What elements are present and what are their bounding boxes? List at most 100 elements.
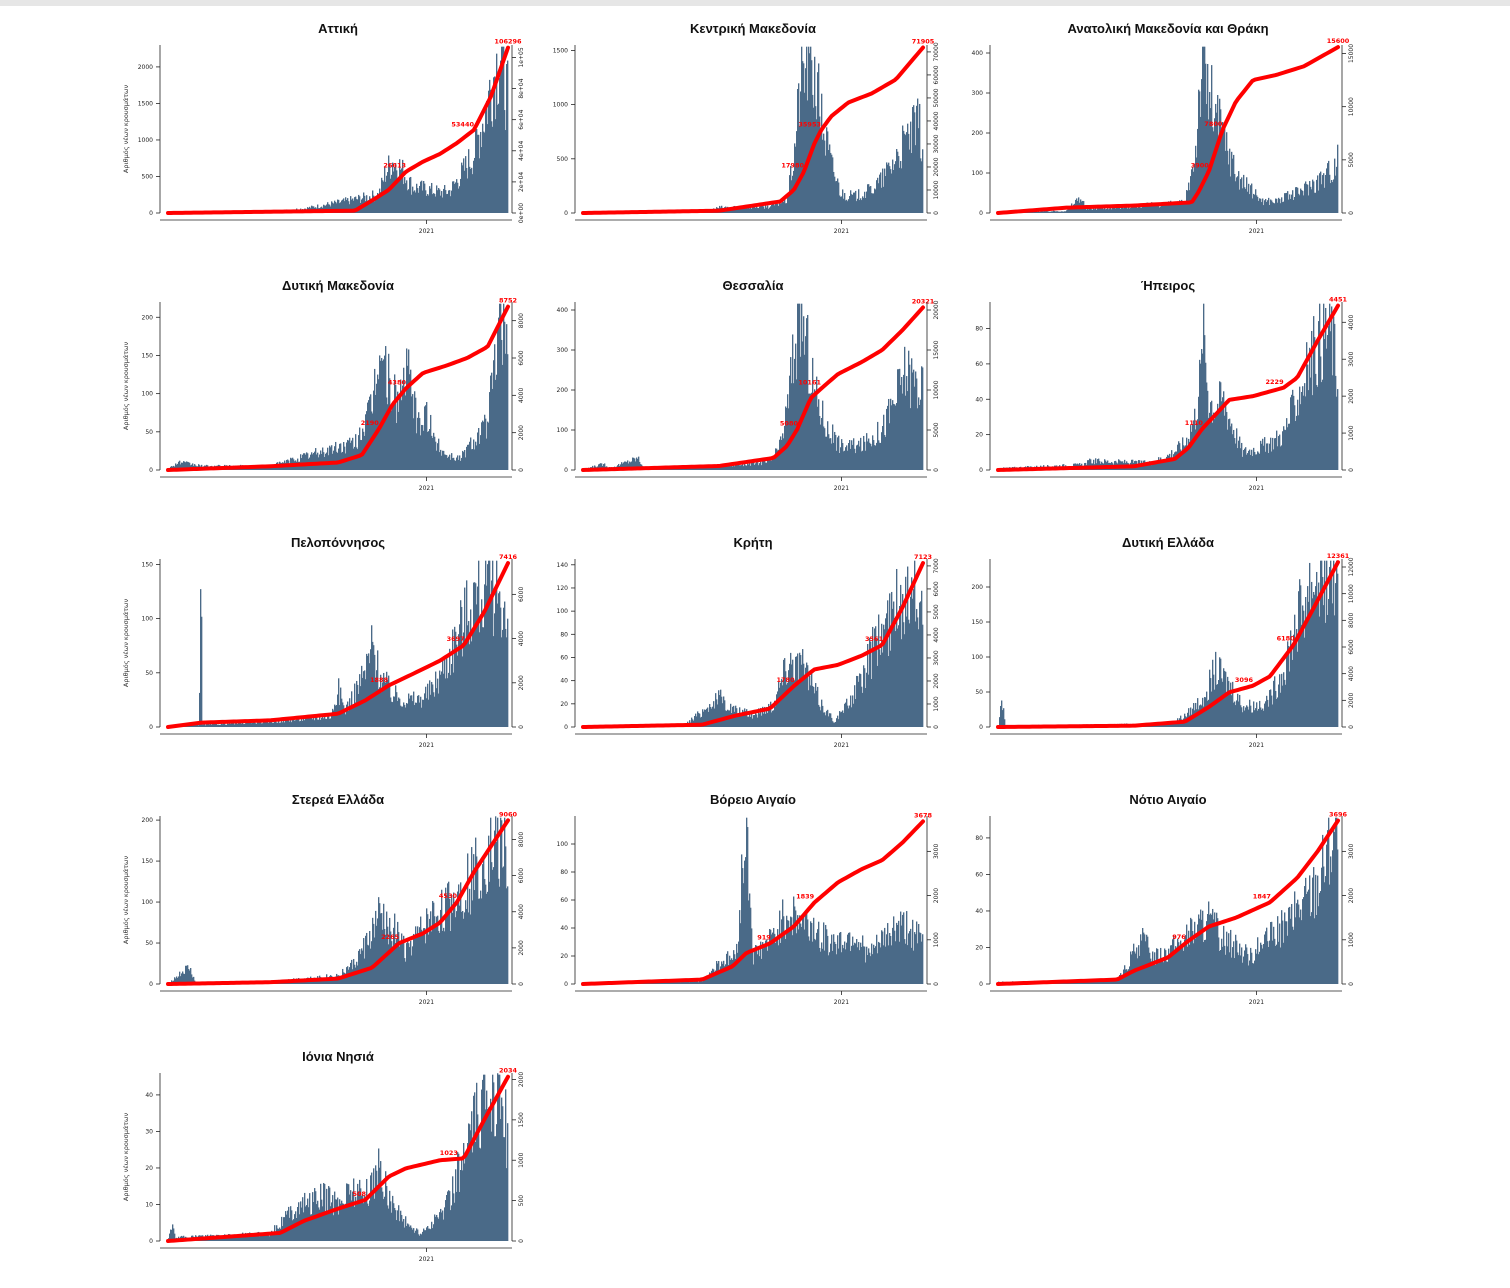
y2-tick-label: 10000 [933, 180, 940, 199]
y-tick-label: 500 [557, 156, 569, 163]
y2-tick-label: 60000 [933, 65, 940, 84]
cumulative-line [168, 307, 508, 470]
chart-title: Ανατολική Μακεδονία και Θράκη [1067, 21, 1268, 36]
y2-tick-label: 2000 [933, 673, 940, 688]
chart-title: Δυτική Ελλάδα [1122, 535, 1214, 550]
y-axis-label: Αριθμός νέων κρουσμάτων [122, 599, 130, 688]
cumulative-line [583, 48, 923, 213]
y-tick-label: 100 [557, 841, 569, 848]
y-tick-label: 40 [560, 678, 568, 685]
y-tick-label: 80 [975, 835, 983, 842]
y-tick-label: 200 [557, 387, 569, 394]
y-tick-label: 20 [560, 701, 568, 708]
y-tick-label: 60 [560, 654, 568, 661]
chart-svg: Δυτική Μακεδονία Αριθμός νέων κρουσμάτων 2… [120, 272, 540, 517]
y-axis-label: Αριθμός νέων κρουσμάτων [122, 85, 130, 174]
chart-title: Δυτική Μακεδονία [282, 278, 394, 293]
y-tick-label: 40 [975, 908, 983, 915]
cumulative-annotation: 3900 [1191, 162, 1210, 170]
chart-title: Αττική [318, 21, 358, 36]
chart-title: Νότιο Αιγαίο [1129, 792, 1206, 807]
y2-tick-label: 15000 [1348, 44, 1355, 63]
y2-tick-label: 0 [1348, 982, 1355, 986]
y-tick-label: 0 [564, 724, 568, 731]
chart-title: Βόρειο Αιγαίο [710, 792, 796, 807]
y-tick-label: 100 [142, 616, 154, 623]
y2-tick-label: 6000 [518, 868, 525, 883]
y-tick-label: 1500 [138, 100, 153, 107]
y2-tick-label: 20000 [933, 300, 940, 319]
y2-tick-label: 2000 [518, 1072, 525, 1087]
y2-tick-label: 5000 [1348, 152, 1355, 167]
daily-bar [922, 367, 923, 470]
daily-bar [507, 1123, 508, 1241]
x-tick-label: 2021 [834, 228, 849, 235]
y2-tick-label: 0 [1348, 211, 1355, 215]
cumulative-annotation: 1023 [440, 1149, 458, 1157]
x-tick-label: 2021 [834, 485, 849, 492]
y2-tick-label: 0 [933, 211, 940, 215]
cumulative-annotation: 17980 [781, 162, 804, 170]
x-tick-label: 2021 [419, 742, 434, 749]
y-tick-label: 200 [142, 817, 154, 824]
cumulative-annotation: 2190 [361, 419, 380, 427]
daily-bar [507, 61, 508, 213]
cumulative-annotation: 8752 [499, 297, 517, 305]
y2-tick-label: 4e+04 [518, 141, 525, 161]
y-tick-label: 0 [979, 724, 983, 731]
cumulative-annotation: 71905 [912, 38, 935, 46]
y2-tick-label: 3000 [933, 650, 940, 665]
y-tick-label: 100 [972, 170, 984, 177]
y2-tick-label: 2000 [933, 888, 940, 903]
y-tick-label: 100 [557, 608, 569, 615]
cumulative-annotation: 1780 [777, 676, 796, 684]
chart-title: Θεσσαλία [723, 278, 784, 293]
y-tick-label: 20 [975, 944, 983, 951]
y2-tick-label: 3000 [1348, 844, 1355, 859]
cumulative-annotation: 53440 [451, 120, 474, 128]
y2-tick-label: 12000 [1348, 557, 1355, 576]
y2-tick-label: 2000 [518, 425, 525, 440]
y2-tick-label: 1e+05 [518, 47, 525, 67]
cumulative-annotation: 7416 [499, 553, 518, 561]
cumulative-annotation: 106296 [494, 38, 522, 46]
y2-tick-label: 1000 [1348, 932, 1355, 947]
y2-tick-label: 3000 [1348, 351, 1355, 366]
cumulative-annotation: 919 [757, 933, 771, 941]
y-tick-label: 20 [145, 1165, 153, 1172]
y-tick-label: 40 [975, 396, 983, 403]
y2-tick-label: 0 [518, 468, 525, 472]
y-axis-label: Αριθμός νέων κρουσμάτων [122, 342, 130, 431]
y2-tick-label: 1000 [933, 696, 940, 711]
cumulative-annotation: 9060 [499, 810, 518, 818]
cumulative-annotation: 4530 [439, 892, 458, 900]
y-tick-label: 1000 [553, 102, 568, 109]
y2-tick-label: 4000 [518, 904, 525, 919]
y-tick-label: 0 [979, 981, 983, 988]
chart-svg: Κρήτη17803561712302040608010012014001000… [535, 529, 955, 774]
x-tick-label: 2021 [834, 742, 849, 749]
x-tick-label: 2021 [1249, 485, 1264, 492]
chart-svg: Δυτική Ελλάδα309661801236105010015020002… [950, 529, 1370, 774]
cumulative-annotation: 508 [353, 1190, 367, 1198]
x-tick-label: 2021 [834, 999, 849, 1006]
chart-svg: Θεσσαλία50801016120321010020030040005000… [535, 272, 955, 517]
y2-tick-label: 2e+04 [518, 172, 525, 192]
cumulative-annotation: 3696 [1329, 811, 1348, 819]
chart-svg: Κεντρική Μακεδονία1798035953719050500100… [535, 15, 955, 260]
y-tick-label: 0 [564, 467, 568, 474]
y2-tick-label: 3000 [933, 844, 940, 859]
daily-bar [507, 354, 508, 470]
y-tick-label: 0 [979, 210, 983, 217]
x-tick-label: 2021 [1249, 742, 1264, 749]
chart-svg: Ανατολική Μακεδονία και Θράκη39007800156… [950, 15, 1370, 260]
y2-tick-label: 2000 [1348, 888, 1355, 903]
daily-bar [1337, 574, 1338, 727]
y2-tick-label: 4000 [1348, 314, 1355, 329]
y-tick-label: 0 [149, 724, 153, 731]
chart-title: Κεντρική Μακεδονία [690, 21, 816, 36]
